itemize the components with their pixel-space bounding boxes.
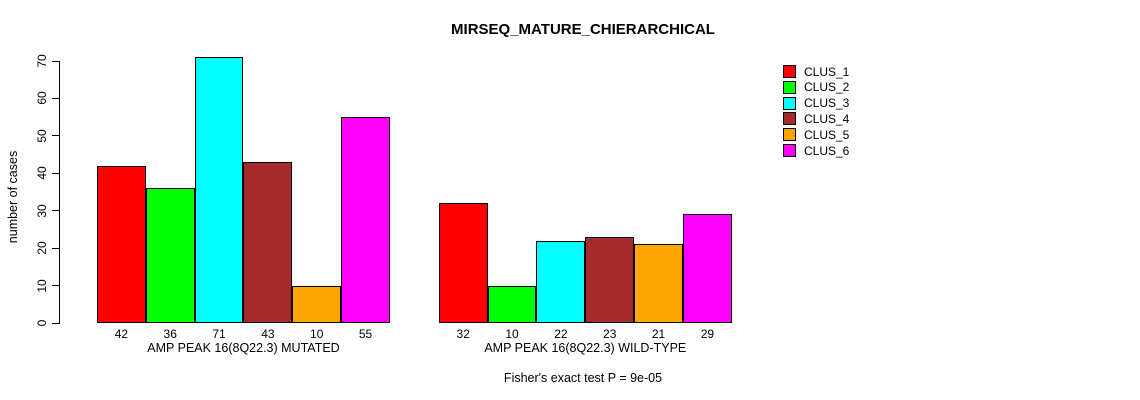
legend-swatch-clus_5 <box>783 128 796 142</box>
bar-value-label: 21 <box>651 327 666 341</box>
legend-label: CLUS_5 <box>804 127 850 142</box>
bar-clus_5 <box>634 244 683 323</box>
legend-label: CLUS_6 <box>804 143 850 158</box>
bar-clus_1 <box>438 203 488 323</box>
legend-label: CLUS_2 <box>804 80 850 95</box>
legend-item-clus_2: CLUS_2 <box>783 80 849 95</box>
legend-swatch-clus_6 <box>783 144 796 157</box>
y-tick <box>52 210 59 212</box>
y-axis-line <box>59 61 60 324</box>
chart-title: MIRSEQ_MATURE_CHIERARCHICAL <box>451 21 715 38</box>
bar-clus_4 <box>585 236 635 323</box>
legend-item-clus_4: CLUS_4 <box>783 111 849 126</box>
y-tick <box>52 285 59 287</box>
legend-swatch-clus_2 <box>783 80 796 94</box>
y-tick <box>52 247 59 249</box>
y-tick <box>52 135 59 137</box>
y-tick-label: 60 <box>35 91 49 106</box>
bar-clus_1 <box>97 165 146 323</box>
legend-label: CLUS_1 <box>804 64 850 79</box>
y-tick-label: 20 <box>35 241 49 255</box>
bar-value-label: 32 <box>456 327 470 341</box>
y-tick <box>52 322 59 324</box>
bar-value-label: 29 <box>700 327 715 341</box>
y-tick <box>52 172 59 174</box>
y-tick <box>52 97 59 99</box>
bar-value-label: 55 <box>358 327 373 341</box>
group-axis-label: AMP PEAK 16(8Q22.3) MUTATED <box>147 341 340 355</box>
bar-clus_4 <box>243 162 293 323</box>
legend-item-clus_3: CLUS_3 <box>783 96 849 111</box>
bar-clus_3 <box>194 57 244 323</box>
legend-item-clus_5: CLUS_5 <box>783 127 849 142</box>
y-tick <box>52 60 59 62</box>
bar-clus_3 <box>536 240 586 323</box>
bar-value-label: 71 <box>212 327 226 341</box>
y-tick-label: 50 <box>35 129 49 143</box>
y-tick-label: 0 <box>35 319 49 327</box>
legend-swatch-clus_1 <box>783 65 796 78</box>
bar-clus_6 <box>682 214 732 323</box>
bar-value-label: 22 <box>554 327 568 341</box>
y-tick-label: 70 <box>35 54 49 68</box>
annotation-text: Fisher's exact test P = 9e-05 <box>503 371 663 385</box>
bar-clus_2 <box>145 188 195 323</box>
bar-value-label: 36 <box>163 327 177 341</box>
bar-clus_2 <box>487 285 537 323</box>
legend-label: CLUS_4 <box>804 111 850 126</box>
legend-swatch-clus_3 <box>783 96 796 110</box>
bar-value-label: 23 <box>603 327 617 341</box>
y-tick-label: 40 <box>35 166 49 180</box>
bar-value-label: 10 <box>310 327 324 341</box>
y-axis-label: number of cases <box>6 150 20 244</box>
y-tick-label: 30 <box>35 204 49 218</box>
group-axis-label: AMP PEAK 16(8Q22.3) WILD-TYPE <box>484 341 687 355</box>
legend-swatch-clus_4 <box>783 112 796 126</box>
bar-value-label: 42 <box>114 327 129 341</box>
legend-item-clus_1: CLUS_1 <box>783 64 849 79</box>
bar-clus_5 <box>292 285 342 323</box>
y-tick-label: 10 <box>35 278 49 293</box>
legend-item-clus_6: CLUS_6 <box>783 143 849 158</box>
bar-value-label: 43 <box>261 327 275 341</box>
legend-label: CLUS_3 <box>804 96 850 111</box>
bar-clus_6 <box>341 117 390 323</box>
bar-value-label: 10 <box>505 327 519 341</box>
